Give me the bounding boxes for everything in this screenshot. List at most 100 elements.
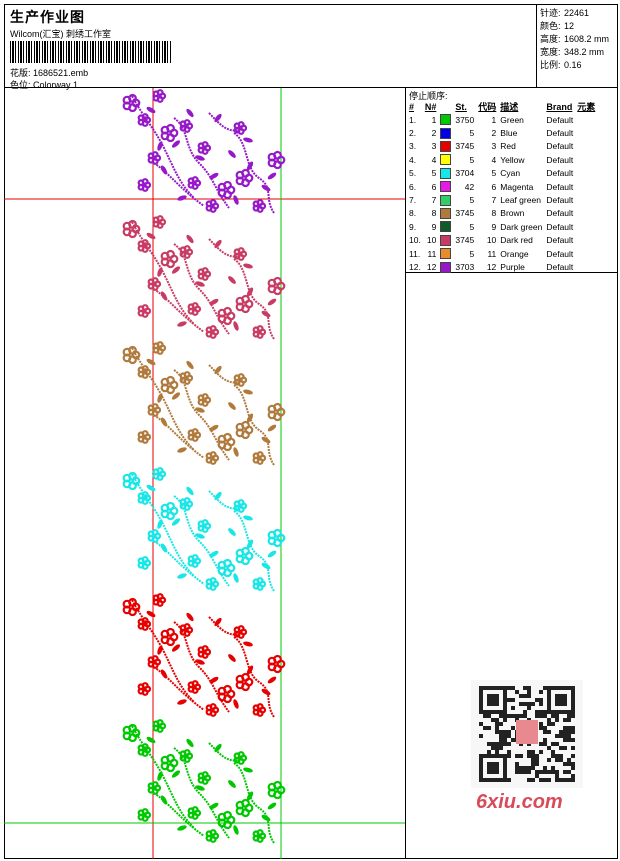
row-description: Magenta: [500, 181, 534, 192]
row-stitches: 3703: [455, 261, 475, 272]
row-description: Purple: [500, 261, 525, 272]
row-index: 11.: [409, 248, 421, 259]
table-row: 11. 11 5 11 Orange Default: [407, 247, 597, 260]
row-description: Orange: [500, 248, 529, 259]
row-needle: 2: [431, 128, 437, 139]
row-description: Yellow: [500, 154, 525, 165]
table-row: 5. 5 3704 5 Cyan Default: [407, 167, 597, 180]
color-swatch: [440, 194, 452, 206]
row-needle: 4: [431, 154, 437, 165]
row-element: [575, 113, 597, 126]
row-description: Red: [500, 141, 516, 152]
company-name: Wilcom(汇宝) 刺绣工作室: [10, 29, 111, 39]
row-code: 2: [491, 128, 497, 139]
embroidery-design-canvas: [4, 88, 405, 859]
floral-motif: [122, 341, 286, 466]
colorway-line: 色位: Colorway 1: [10, 78, 78, 91]
page-title: 生产作业图: [10, 9, 85, 25]
row-code: 4: [491, 154, 497, 165]
row-code: 7: [491, 195, 497, 206]
qr-center-logo: [516, 720, 538, 744]
row-swatch: [438, 113, 453, 126]
row-index: 7.: [409, 195, 417, 206]
col-code: 代码: [478, 102, 497, 112]
row-description: Dark red: [500, 235, 533, 246]
row-stitches: 5: [469, 248, 475, 259]
row-element: [575, 167, 597, 180]
table-row: 3. 3 3745 3 Red Default: [407, 140, 597, 153]
row-stitches: 42: [464, 181, 475, 192]
row-needle: 1: [431, 114, 437, 125]
row-code: 12: [486, 261, 497, 272]
table-row: 9. 9 5 9 Dark green Default: [407, 220, 597, 233]
color-swatch: [440, 221, 452, 233]
row-brand: Default: [546, 195, 574, 206]
row-needle: 12: [426, 261, 437, 272]
row-swatch: [438, 234, 453, 247]
qr-code-graphic: [479, 686, 575, 782]
row-element: [575, 180, 597, 193]
row-swatch: [438, 167, 453, 180]
row-description: Brown: [500, 208, 525, 219]
row-needle: 6: [431, 181, 437, 192]
row-stitches: 3750: [455, 114, 475, 125]
qr-code: [471, 680, 583, 788]
row-swatch: [438, 193, 453, 206]
table-row: 1. 1 3750 1 Green Default: [407, 113, 597, 126]
row-brand: Default: [546, 141, 574, 152]
stat-width: 宽度: 348.2 mm: [540, 47, 605, 57]
file-line: 花版: 1686521.emb: [10, 66, 88, 79]
row-swatch: [438, 126, 453, 139]
stop-sequence-title: 停止顺序:: [409, 91, 448, 101]
row-swatch: [438, 207, 453, 220]
row-stitches: 3704: [455, 168, 475, 179]
row-brand: Default: [546, 181, 574, 192]
row-brand: Default: [546, 114, 574, 125]
row-stitches: 3745: [455, 235, 475, 246]
color-swatch: [440, 248, 452, 260]
row-element: [575, 126, 597, 139]
col-needle: N#: [424, 101, 437, 112]
row-brand: Default: [546, 261, 574, 272]
row-index: 4.: [409, 154, 417, 165]
row-code: 6: [491, 181, 497, 192]
row-element: [575, 247, 597, 260]
row-element: [575, 234, 597, 247]
row-brand: Default: [546, 168, 574, 179]
row-brand: Default: [546, 235, 574, 246]
row-needle: 7: [431, 195, 437, 206]
floral-motif: [122, 719, 286, 844]
floral-motif: [122, 215, 286, 340]
table-row: 8. 8 3745 8 Brown Default: [407, 207, 597, 220]
stat-stitches: 针迹: 22461: [540, 8, 590, 18]
row-swatch: [438, 260, 453, 273]
color-swatch: [440, 234, 452, 246]
row-stitches: 5: [469, 221, 475, 232]
row-swatch: [438, 153, 453, 166]
row-index: 10.: [409, 235, 421, 246]
col-element: 元素: [577, 102, 596, 112]
colorway-name: Colorway 1: [33, 80, 79, 90]
stop-sequence-table: # N# St. 代码 描述 Brand 元素 1. 1 3750 1 Green Def…: [407, 100, 597, 274]
row-swatch: [438, 140, 453, 153]
color-swatch: [440, 127, 452, 139]
floral-motif: [122, 467, 286, 592]
stop-sequence-panel: 停止顺序: # N# St. 代码 描述 Brand 元素 1. 1 3750 1 Gr…: [406, 88, 618, 273]
row-index: 12.: [409, 261, 421, 272]
row-index: 8.: [409, 208, 417, 219]
row-stitches: 5: [469, 195, 475, 206]
row-index: 2.: [409, 128, 417, 139]
row-element: [575, 260, 597, 273]
stats-panel: 针迹: 22461 颜色: 12 高度: 1608.2 mm 宽度: 348.2 mm …: [537, 4, 618, 88]
row-index: 3.: [409, 141, 417, 152]
row-stitches: 3745: [455, 141, 475, 152]
row-code: 9: [491, 221, 497, 232]
row-description: Cyan: [500, 168, 521, 179]
stat-scale: 比例: 0.16: [540, 60, 582, 70]
row-index: 6.: [409, 181, 417, 192]
row-swatch: [438, 247, 453, 260]
row-needle: 8: [431, 208, 437, 219]
row-brand: Default: [546, 154, 574, 165]
color-swatch: [440, 181, 452, 193]
row-description: Dark green: [500, 221, 543, 232]
